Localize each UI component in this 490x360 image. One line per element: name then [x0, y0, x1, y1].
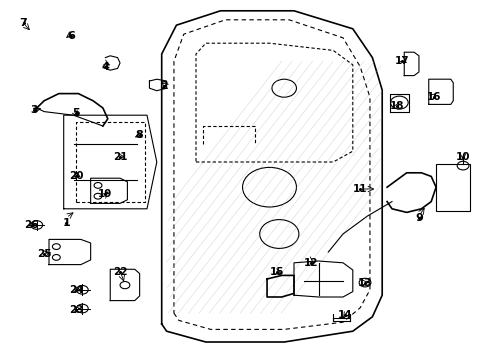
Text: 5: 5: [72, 108, 80, 118]
Text: 22: 22: [113, 267, 127, 277]
Text: 3: 3: [30, 105, 38, 115]
Text: 6: 6: [67, 31, 75, 41]
Text: 16: 16: [426, 92, 441, 102]
Text: 1: 1: [62, 218, 70, 228]
Text: 20: 20: [69, 171, 83, 181]
Text: 13: 13: [358, 278, 372, 288]
Text: 12: 12: [304, 258, 318, 268]
Text: 10: 10: [456, 152, 470, 162]
Text: 18: 18: [390, 101, 404, 111]
Text: 9: 9: [415, 213, 423, 223]
Text: 11: 11: [353, 184, 368, 194]
Text: 2: 2: [160, 81, 168, 91]
Text: 21: 21: [113, 152, 127, 162]
Text: 8: 8: [136, 130, 144, 140]
Text: 17: 17: [394, 56, 409, 66]
Text: 19: 19: [98, 189, 113, 199]
Text: 24: 24: [69, 285, 83, 295]
Text: 14: 14: [338, 310, 353, 320]
Text: 26: 26: [24, 220, 39, 230]
Text: 7: 7: [20, 18, 27, 28]
Text: 23: 23: [69, 305, 83, 315]
Text: 25: 25: [37, 249, 51, 259]
Text: 4: 4: [101, 62, 109, 72]
Text: 15: 15: [270, 267, 284, 277]
